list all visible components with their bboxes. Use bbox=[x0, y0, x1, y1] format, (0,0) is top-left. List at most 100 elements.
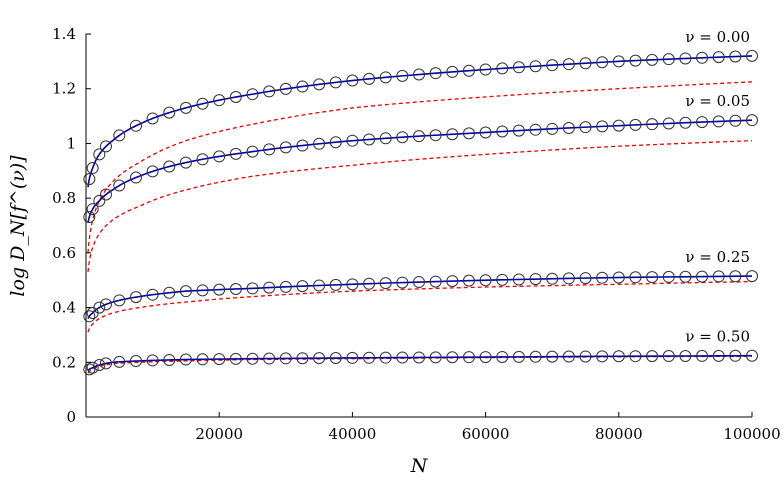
data-point-marker bbox=[746, 114, 758, 127]
data-point-marker bbox=[712, 115, 725, 128]
data-point-marker bbox=[562, 350, 575, 363]
y-tick-label: 0.4 bbox=[52, 299, 76, 317]
series-group bbox=[83, 114, 758, 273]
ticks: 20000 40000 60000 80000 100000 0 0.2 0.4 0.6 0.8 1… bbox=[52, 25, 780, 443]
data-point-marker bbox=[529, 273, 542, 286]
data-point-marker bbox=[363, 133, 376, 146]
data-point-marker bbox=[579, 350, 592, 363]
data-point-marker bbox=[712, 270, 725, 283]
data-point-marker bbox=[279, 352, 292, 365]
data-point-marker bbox=[462, 351, 475, 364]
data-point-marker bbox=[146, 165, 159, 178]
data-point-marker bbox=[146, 354, 159, 367]
data-point-marker bbox=[99, 298, 112, 311]
series-solid-line bbox=[87, 55, 753, 188]
data-point-marker bbox=[379, 351, 392, 364]
data-point-marker bbox=[429, 351, 442, 364]
data-point-marker bbox=[413, 276, 425, 289]
x-tick-label: 60000 bbox=[462, 425, 510, 443]
data-point-marker bbox=[93, 194, 106, 207]
data-point-marker bbox=[396, 69, 409, 82]
data-point-marker bbox=[562, 121, 575, 134]
data-point-marker bbox=[296, 80, 309, 93]
data-point-marker bbox=[213, 94, 226, 107]
data-point-marker bbox=[346, 278, 359, 291]
data-point-marker bbox=[263, 281, 276, 294]
series-labels: ν = 0.00 ν = 0.05 ν = 0.25 ν = 0.50 bbox=[685, 28, 750, 346]
data-point-marker bbox=[246, 88, 259, 101]
data-point-marker bbox=[446, 275, 459, 288]
y-tick-label: 0.6 bbox=[52, 244, 76, 262]
data-point-marker bbox=[696, 116, 709, 129]
data-point-marker bbox=[629, 54, 642, 67]
y-tick-label: 1.2 bbox=[52, 80, 76, 98]
data-point-marker bbox=[429, 275, 442, 288]
data-point-marker bbox=[363, 72, 376, 85]
data-point-marker bbox=[479, 126, 492, 139]
data-point-marker bbox=[263, 352, 276, 365]
data-point-marker bbox=[429, 67, 442, 80]
y-tick-label: 0.8 bbox=[52, 189, 76, 207]
data-point-marker bbox=[662, 53, 675, 66]
data-point-marker bbox=[196, 353, 209, 366]
data-point-marker bbox=[83, 210, 96, 223]
data-point-marker bbox=[479, 351, 492, 364]
data-point-marker bbox=[246, 352, 259, 365]
data-point-marker bbox=[612, 271, 625, 284]
data-point-marker bbox=[346, 351, 359, 364]
y-tick-label: 1 bbox=[66, 134, 76, 152]
data-point-marker bbox=[246, 145, 259, 158]
data-point-marker bbox=[712, 51, 725, 64]
x-tick-label: 100000 bbox=[723, 425, 780, 443]
data-point-marker bbox=[179, 353, 192, 366]
data-point-marker bbox=[99, 357, 112, 370]
data-point-marker bbox=[379, 277, 392, 290]
data-point-marker bbox=[99, 140, 112, 153]
data-point-marker bbox=[83, 310, 96, 323]
data-point-marker bbox=[213, 353, 226, 366]
data-point-marker bbox=[462, 274, 475, 287]
data-point-marker bbox=[229, 147, 242, 160]
data-point-marker bbox=[246, 282, 259, 295]
x-axis-label: N bbox=[410, 455, 429, 477]
data-point-marker bbox=[512, 350, 525, 363]
data-point-marker bbox=[163, 106, 176, 119]
data-point-marker bbox=[279, 280, 292, 293]
data-point-marker bbox=[179, 101, 192, 114]
data-point-marker bbox=[363, 351, 376, 364]
data-point-marker bbox=[512, 124, 525, 137]
data-point-marker bbox=[446, 128, 459, 141]
data-point-marker bbox=[679, 349, 692, 362]
data-point-marker bbox=[429, 129, 442, 142]
axes bbox=[85, 34, 752, 418]
data-point-marker bbox=[93, 301, 106, 314]
data-point-marker bbox=[646, 118, 659, 131]
data-point-marker bbox=[496, 62, 509, 75]
data-point-marker bbox=[546, 59, 559, 72]
data-point-marker bbox=[329, 136, 342, 149]
data-point-marker bbox=[229, 282, 242, 295]
data-point-marker bbox=[93, 148, 106, 161]
data-point-marker bbox=[596, 350, 609, 363]
data-point-marker bbox=[679, 270, 692, 283]
data-point-marker bbox=[113, 129, 126, 142]
series-label: ν = 0.50 bbox=[685, 328, 750, 346]
series-dashed-line bbox=[87, 280, 753, 333]
data-point-marker bbox=[313, 137, 326, 150]
data-point-marker bbox=[446, 65, 459, 78]
data-point-marker bbox=[346, 134, 359, 147]
data-point-marker bbox=[129, 291, 142, 304]
data-point-marker bbox=[86, 203, 99, 216]
data-point-marker bbox=[279, 141, 292, 154]
data-point-marker bbox=[546, 272, 559, 285]
data-point-marker bbox=[296, 139, 309, 152]
data-point-marker bbox=[179, 285, 192, 298]
series-dashed-line bbox=[87, 140, 753, 273]
x-tick-label: 80000 bbox=[595, 425, 643, 443]
data-point-marker bbox=[83, 173, 96, 186]
data-point-marker bbox=[379, 132, 392, 145]
data-point-marker bbox=[363, 277, 376, 290]
data-point-marker bbox=[612, 55, 625, 68]
data-point-marker bbox=[163, 160, 176, 173]
y-tick-label: 0.2 bbox=[52, 353, 76, 371]
